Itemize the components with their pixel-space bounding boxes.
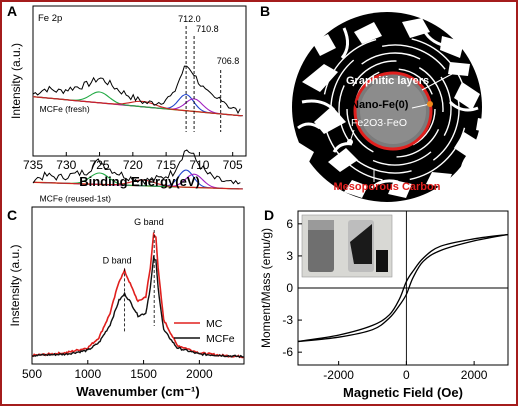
panel-a: A 735 730 725 720 715 710 705 MCFe (fresh)MCFe… (7, 3, 247, 203)
label-graphitic-layers: Graphitic layers (346, 75, 429, 87)
graphitic-layer-arc (330, 44, 460, 174)
panel-d-ytick-label: -6 (282, 345, 293, 359)
label-iron-oxide: Fe2O3·FeO (351, 117, 407, 129)
carbon-crack (340, 27, 349, 59)
inset-magnet (376, 250, 388, 272)
label-nano-fe: Nano-Fe(0) (351, 99, 409, 111)
carbon-pore (476, 118, 488, 132)
panel-a-annotation-710: 710.8 (196, 24, 219, 34)
carbon-crack (448, 100, 479, 112)
panel-d-xtick-label: -2000 (323, 368, 354, 382)
carbon-crack (420, 25, 447, 48)
panel-b: B Graphitic layers Nano-Fe(0) Fe2O3·FeO … (260, 3, 488, 202)
inset-magnetized-material (350, 224, 372, 264)
panel-d-ytick-label: -3 (282, 313, 293, 327)
panel-d-letter: D (264, 207, 274, 223)
panel-a-fit-satellite (32, 96, 243, 117)
panel-c-ylabel: Instensity (a.u.) (8, 244, 22, 326)
carbon-pore (402, 18, 430, 38)
panel-a-xtick-label: 720 (123, 158, 143, 172)
carbon-pore (440, 36, 464, 58)
panel-a-annotation-712: 712.0 (178, 14, 201, 24)
graphitic-pointer (421, 73, 453, 91)
panel-a-annotation-fe2p: Fe 2p (38, 13, 62, 24)
panel-d-ytick-label: 6 (286, 217, 293, 231)
nano-fe-core-inner (360, 78, 426, 144)
panel-c-xtick-label: 500 (22, 367, 42, 381)
carbon-pore (344, 180, 368, 198)
graphitic-layer-arc (338, 52, 452, 166)
panel-c-legend-label: MCFe (206, 333, 235, 345)
panel-d-xtick-label: 2000 (461, 368, 488, 382)
panel-b-letter: B (260, 3, 270, 19)
panel-c-annotation-g-band: G band (134, 217, 164, 227)
panel-c: C 500 1000 1500 2000 D band G band MC MCFe Wa… (7, 206, 245, 399)
panel-a-xlabel: Binding Energy(eV) (79, 174, 200, 189)
panel-c-letter: C (7, 207, 17, 223)
panel-a-letter: A (7, 3, 17, 19)
panel-c-xtick-label: 1500 (130, 367, 157, 381)
carbon-pore (426, 172, 452, 188)
panel-c-annotation-d-band: D band (103, 255, 132, 265)
panel-d-hysteresis-upper (297, 233, 509, 343)
panel-a-xtick-label: 735 (23, 158, 43, 172)
inset-vial-left-cap (308, 220, 334, 230)
panel-a-frame (32, 5, 247, 157)
carbon-pore (314, 106, 346, 134)
carbon-crack (460, 150, 473, 179)
panel-c-legend-label: MC (206, 318, 223, 330)
label-mesoporous-carbon: Mesoporous Carbon (334, 181, 441, 193)
oxide-dot (347, 139, 353, 145)
carbon-pore (388, 180, 412, 198)
panel-a-series-label: MCFe (reused-1st) (40, 193, 111, 203)
panel-d-ytick-label: 0 (286, 281, 293, 295)
panel-a-ylabel: Intensity (a.u.) (9, 43, 23, 119)
carbon-pore (454, 82, 480, 110)
panel-c-xtick-label: 1000 (74, 367, 101, 381)
panel-a-annotation-706: 706.8 (217, 56, 240, 66)
panel-a-series-fresh (32, 65, 241, 115)
nano-fe-dot (427, 101, 433, 107)
graphitic-layer-arc (354, 68, 436, 150)
panel-d-ytick-label: 3 (286, 249, 293, 263)
nano-fe-pointer (411, 103, 431, 109)
panel-d-xtick-label: 0 (403, 368, 410, 382)
carbon-crack (297, 122, 321, 130)
panel-a-fit-satellite (32, 179, 243, 190)
carbon-pore (448, 62, 470, 76)
panel-a-xtick-label: 730 (56, 158, 76, 172)
panel-c-frame (31, 206, 245, 365)
panel-d-hysteresis-lower (297, 233, 509, 343)
panel-a-xtick-label: 715 (156, 158, 176, 172)
panel-c-series-mcfe (31, 254, 245, 359)
carbon-pore (292, 142, 314, 168)
carbon-crack (370, 179, 399, 190)
panel-d-xlabel: Magnetic Field (Oe) (343, 385, 463, 400)
carbon-pore (312, 34, 336, 56)
panel-a-xtick-label: 710 (189, 158, 209, 172)
panel-a-xtick-label: 705 (223, 158, 243, 172)
panel-c-xlabel: Wavenumber (cm⁻¹) (76, 384, 199, 399)
panel-c-xtick-label: 2000 (186, 367, 213, 381)
panel-c-series-mc (31, 231, 245, 359)
carbon-pore (328, 148, 358, 172)
graphitic-layer-arc (346, 60, 444, 158)
panel-a-series-reused (32, 149, 241, 185)
carbon-pore (302, 64, 338, 92)
carbon-crack (301, 99, 336, 112)
inset-vial-left (308, 220, 334, 272)
panel-d-ylabel: Moment/Mass (emu/g) (259, 228, 273, 348)
panel-a-series-label: MCFe (fresh) (40, 104, 90, 114)
carbon-pore (354, 22, 382, 44)
